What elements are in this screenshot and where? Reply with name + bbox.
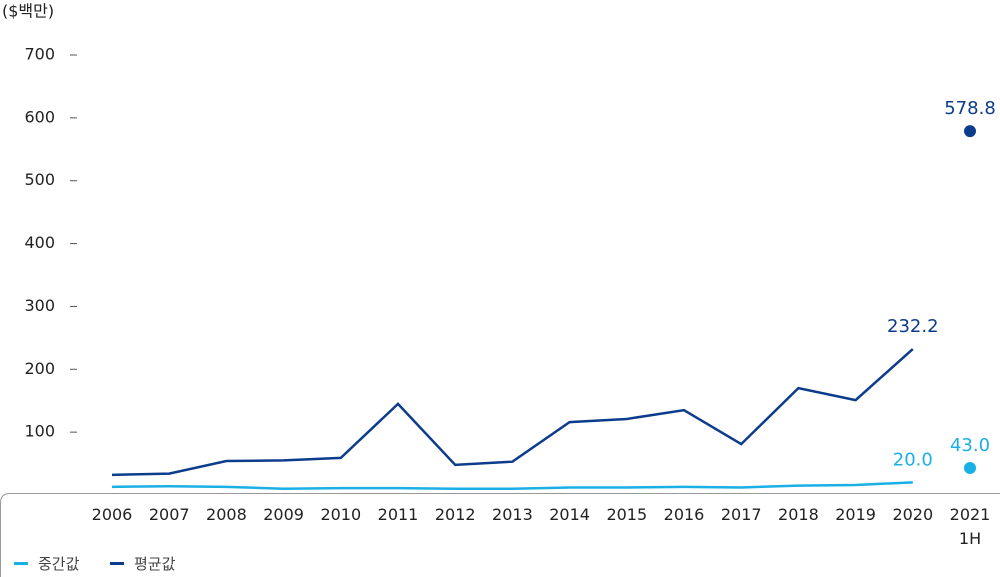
line bbox=[111, 481, 913, 490]
legend-label: 중간값 bbox=[38, 555, 80, 573]
value-label: 232.2 bbox=[887, 316, 939, 337]
point bbox=[964, 461, 976, 474]
legend-swatch bbox=[110, 562, 124, 565]
line bbox=[111, 348, 914, 477]
y-tick-label: 700 bbox=[24, 45, 55, 64]
y-tick-label: 300 bbox=[24, 296, 55, 315]
x-tick-label: 2007 bbox=[148, 505, 190, 524]
y-unit: ($백만) bbox=[2, 2, 54, 21]
x-tick-label: 2011 bbox=[377, 505, 419, 524]
x-tick-label: 2020 bbox=[892, 505, 934, 524]
y-tick-label: 600 bbox=[24, 107, 55, 126]
x-tick-label: 2015 bbox=[606, 505, 648, 524]
x-tick-label: 2012 bbox=[434, 505, 476, 524]
legend-item: 평균값 bbox=[110, 553, 175, 574]
x-tick-label: 2008 bbox=[206, 505, 247, 524]
x-tick-label: 2019 bbox=[835, 505, 876, 524]
x-tick-label: 2010 bbox=[320, 505, 362, 524]
value-label: 578.8 bbox=[944, 98, 996, 119]
y-tick-label: 100 bbox=[24, 422, 55, 441]
x-tick-label: 2009 bbox=[263, 505, 304, 524]
x-tick-label: 2006 bbox=[91, 505, 133, 524]
x-tick-label: 2018 bbox=[778, 505, 819, 524]
x-tick-label: 2014 bbox=[549, 505, 590, 524]
point bbox=[964, 125, 976, 138]
x-tick-label: 2017 bbox=[720, 505, 762, 524]
value-label: 20.0 bbox=[893, 449, 933, 470]
y-tick-label: 200 bbox=[24, 359, 55, 378]
x-tick-label: 2021 1H bbox=[949, 505, 991, 548]
x-tick-label: 2013 bbox=[492, 505, 533, 524]
y-tick-label: 500 bbox=[24, 170, 55, 189]
y-tick-label: 400 bbox=[24, 233, 55, 252]
x-tick-label: 2016 bbox=[663, 505, 705, 524]
legend-swatch bbox=[14, 562, 28, 565]
value-label: 43.0 bbox=[950, 435, 990, 456]
legend-item: 중간값 bbox=[14, 553, 79, 574]
axis-frame bbox=[0, 493, 1000, 577]
legend-label: 평균값 bbox=[134, 555, 176, 573]
